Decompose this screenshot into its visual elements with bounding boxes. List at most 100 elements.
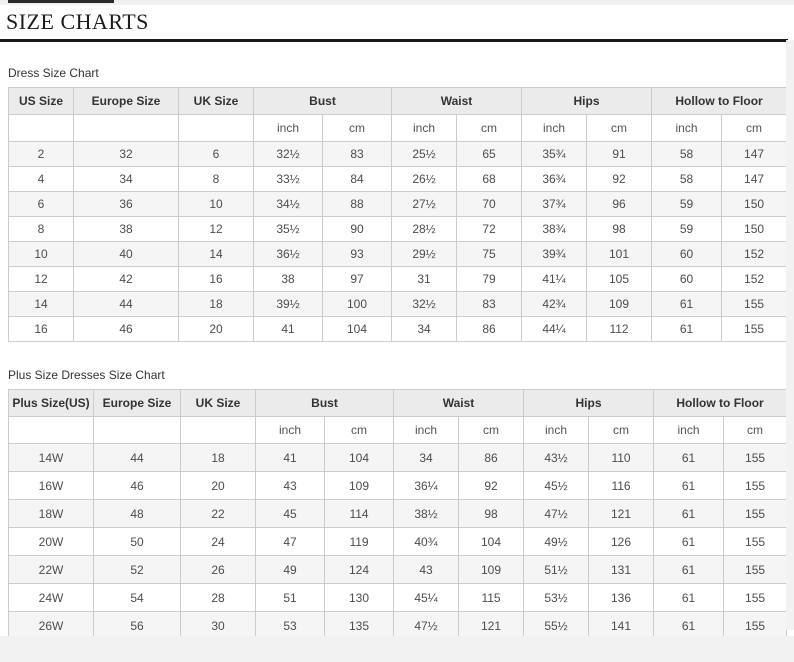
table-cell: 18 (178, 291, 254, 317)
table-cell: 101 (586, 241, 653, 267)
table-cell: 55½ (523, 611, 590, 640)
plus-size-chart-label: Plus Size Dresses Size Chart (8, 368, 165, 382)
column-group-header: Bust (252, 87, 393, 115)
table-cell: 110 (588, 443, 655, 472)
column-group-header: Hips (521, 87, 653, 115)
table-cell: 147 (721, 166, 788, 192)
table-cell: 45½ (523, 471, 590, 500)
table-cell: 155 (723, 443, 788, 472)
table-row: 14 44 18 39½ 100 32½ 83 42¾ 109 61 155 (8, 291, 788, 317)
column-header: Europe Size (93, 389, 181, 417)
table-cell: 41¼ (521, 266, 588, 292)
table-cell: 86 (456, 316, 523, 342)
table-row: 20W 50 24 47 119 40¾ 104 49½ 126 61 155 (8, 527, 788, 556)
table-cell: 135 (323, 611, 395, 640)
table-cell: 68 (456, 166, 523, 192)
table-cell: 28 (180, 583, 256, 612)
table-cell: 10 (8, 241, 74, 267)
table-cell: 109 (586, 291, 653, 317)
table-cell: 29½ (391, 241, 458, 267)
table-cell: 97 (321, 266, 393, 292)
table-cell: 136 (588, 583, 655, 612)
table-cell: 84 (321, 166, 393, 192)
table-cell: 61 (653, 583, 725, 612)
table-cell: 88 (321, 191, 393, 217)
table-cell: 47 (255, 527, 325, 556)
table-cell: 105 (586, 266, 653, 292)
table-row: 26W 56 30 53 135 47½ 121 55½ 141 61 155 (8, 611, 788, 640)
table-cell: 83 (456, 291, 523, 317)
table-cell: 75 (456, 241, 523, 267)
column-group-header: Waist (391, 87, 523, 115)
table-row: 10 40 14 36½ 93 29½ 75 39¾ 101 60 152 (8, 241, 788, 267)
table-cell: 36¼ (393, 471, 460, 500)
table-cell: 115 (458, 583, 525, 612)
table-cell: 155 (723, 555, 788, 584)
table-cell: 14W (8, 443, 94, 472)
right-margin-strip (786, 40, 794, 630)
table-cell: 41 (253, 316, 323, 342)
unit-header: inch (651, 114, 723, 142)
table-cell: 20W (8, 527, 94, 556)
empty-header-cell (8, 114, 74, 142)
empty-header-cell (73, 114, 179, 142)
column-group-header: Waist (393, 389, 525, 417)
table-cell: 32 (73, 141, 179, 167)
dress-size-chart-label: Dress Size Chart (8, 66, 99, 80)
table-cell: 155 (723, 527, 788, 556)
table-cell: 46 (73, 316, 179, 342)
table-cell: 100 (321, 291, 393, 317)
table-cell: 39½ (253, 291, 323, 317)
table-cell: 58 (651, 141, 723, 167)
table-cell: 26½ (391, 166, 458, 192)
table-cell: 44 (93, 443, 181, 472)
table-cell: 93 (321, 241, 393, 267)
table-row: 8 38 12 35½ 90 28½ 72 38¾ 98 59 150 (8, 216, 788, 242)
table-cell: 131 (588, 555, 655, 584)
table-cell: 147 (721, 141, 788, 167)
table-cell: 36½ (253, 241, 323, 267)
table-cell: 60 (651, 241, 723, 267)
table-cell: 8 (178, 166, 254, 192)
table-cell: 2 (8, 141, 74, 167)
table-cell: 43 (393, 555, 460, 584)
table-cell: 14 (178, 241, 254, 267)
table-cell: 61 (653, 471, 725, 500)
table-cell: 155 (721, 316, 788, 342)
table-cell: 38¾ (521, 216, 588, 242)
unit-header: cm (723, 416, 788, 444)
unit-header: cm (588, 416, 655, 444)
table-cell: 25½ (391, 141, 458, 167)
unit-header: inch (391, 114, 458, 142)
table-cell: 114 (323, 499, 395, 528)
table-cell: 104 (321, 316, 393, 342)
table-cell: 12 (8, 266, 74, 292)
table-cell: 34 (73, 166, 179, 192)
table-cell: 92 (586, 166, 653, 192)
table-cell: 90 (321, 216, 393, 242)
table-cell: 12 (178, 216, 254, 242)
table-cell: 41 (255, 443, 325, 472)
table-cell: 42¾ (521, 291, 588, 317)
table-cell: 59 (651, 216, 723, 242)
table-cell: 60 (651, 266, 723, 292)
table-cell: 35¾ (521, 141, 588, 167)
table-cell: 47½ (393, 611, 460, 640)
empty-header-cell (93, 416, 181, 444)
table-row: 14W 44 18 41 104 34 86 43½ 110 61 155 (8, 443, 788, 472)
table-cell: 59 (651, 191, 723, 217)
column-header: UK Size (178, 87, 254, 115)
table-cell: 34 (393, 443, 460, 472)
table-cell: 155 (723, 611, 788, 640)
table-cell: 28½ (391, 216, 458, 242)
column-header: UK Size (180, 389, 256, 417)
table-cell: 83 (321, 141, 393, 167)
table-cell: 22W (8, 555, 94, 584)
table-cell: 16W (8, 471, 94, 500)
table-cell: 92 (458, 471, 525, 500)
table-cell: 49½ (523, 527, 590, 556)
table-cell: 50 (93, 527, 181, 556)
unit-header: cm (456, 114, 523, 142)
table-cell: 150 (721, 191, 788, 217)
